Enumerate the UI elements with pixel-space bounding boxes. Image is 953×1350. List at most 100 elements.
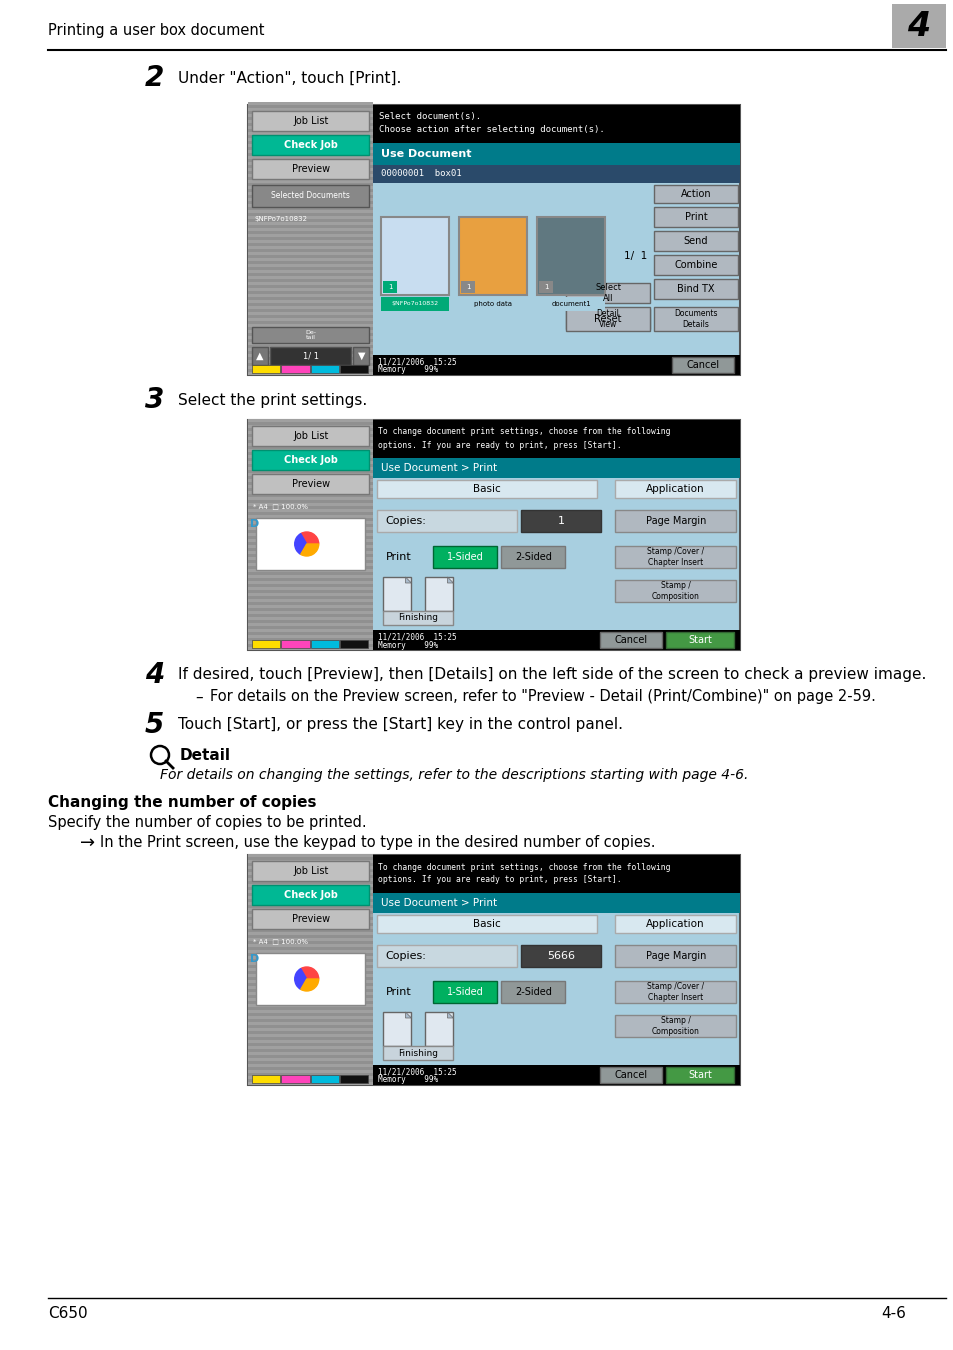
FancyBboxPatch shape (654, 207, 738, 227)
Bar (248, 892, 373, 896)
Bar (248, 300, 373, 302)
Text: For details on changing the settings, refer to the descriptions starting with pa: For details on changing the settings, re… (160, 768, 747, 782)
Bar (248, 1017, 373, 1019)
Bar (248, 629, 373, 632)
FancyBboxPatch shape (252, 347, 268, 364)
Bar (248, 113, 373, 117)
Bar (248, 911, 373, 914)
FancyBboxPatch shape (311, 640, 338, 648)
FancyBboxPatch shape (520, 945, 600, 967)
Text: Page Margin: Page Margin (645, 950, 705, 961)
Bar (248, 240, 373, 243)
FancyBboxPatch shape (565, 284, 649, 302)
Bar (248, 467, 373, 470)
Bar (248, 904, 373, 909)
Text: Use Document > Print: Use Document > Print (381, 463, 497, 472)
Bar (248, 971, 373, 973)
FancyBboxPatch shape (381, 297, 449, 310)
Bar (248, 147, 373, 150)
Text: Job List: Job List (293, 431, 328, 441)
Bar (248, 1012, 373, 1017)
Bar (248, 157, 373, 159)
Bar (248, 860, 373, 863)
Text: Action: Action (680, 189, 711, 198)
Text: $NFPo7o10832: $NFPo7o10832 (253, 216, 307, 221)
FancyBboxPatch shape (599, 1066, 661, 1083)
Bar (248, 620, 373, 622)
Bar (248, 485, 373, 487)
Bar (248, 509, 373, 512)
Bar (248, 472, 373, 477)
Bar (248, 1019, 373, 1022)
FancyBboxPatch shape (281, 640, 310, 648)
Bar (248, 560, 373, 563)
Text: Cancel: Cancel (614, 1071, 647, 1080)
Bar (248, 890, 373, 892)
FancyBboxPatch shape (270, 347, 351, 364)
FancyBboxPatch shape (373, 143, 740, 165)
FancyBboxPatch shape (665, 632, 733, 648)
Bar (248, 339, 373, 342)
Bar (248, 103, 373, 105)
Bar (248, 896, 373, 899)
FancyBboxPatch shape (373, 420, 740, 458)
Text: 1: 1 (388, 284, 393, 290)
Bar (248, 641, 373, 644)
Bar (248, 238, 373, 240)
Bar (248, 595, 373, 599)
Bar (248, 944, 373, 946)
FancyBboxPatch shape (565, 309, 649, 329)
Bar (248, 184, 373, 186)
Bar (248, 292, 373, 294)
Bar (248, 1034, 373, 1037)
Bar (248, 504, 373, 506)
Bar (248, 130, 373, 132)
Bar (248, 1081, 373, 1085)
Bar (248, 941, 373, 944)
Bar (248, 198, 373, 201)
Bar (248, 578, 373, 580)
Bar (248, 464, 373, 467)
Bar (248, 319, 373, 321)
Bar (248, 1044, 373, 1046)
Bar (248, 138, 373, 140)
Bar (248, 878, 373, 882)
Text: photo data: photo data (474, 301, 512, 306)
Bar (248, 884, 373, 887)
Bar (248, 1066, 373, 1071)
Text: Copies:: Copies: (385, 950, 426, 961)
Bar (248, 346, 373, 348)
Bar (248, 931, 373, 936)
Bar (248, 563, 373, 566)
Bar (248, 545, 373, 548)
Bar (248, 120, 373, 123)
Bar (248, 105, 373, 108)
Bar (248, 995, 373, 998)
Bar (248, 983, 373, 986)
Text: Detail
View: Detail View (596, 309, 618, 328)
FancyBboxPatch shape (252, 909, 369, 929)
FancyBboxPatch shape (425, 576, 453, 612)
Text: Bind TX: Bind TX (677, 284, 714, 294)
Bar (248, 869, 373, 872)
Bar (248, 171, 373, 174)
Bar (248, 363, 373, 366)
Bar (248, 167, 373, 171)
Text: options. If you are ready to print, press [Start].: options. If you are ready to print, pres… (378, 876, 621, 884)
Bar (248, 255, 373, 258)
Text: Basic: Basic (473, 485, 500, 494)
Bar (248, 647, 373, 649)
Text: C650: C650 (48, 1307, 88, 1322)
Text: document1: document1 (551, 301, 591, 306)
Bar (248, 514, 373, 518)
Bar (248, 632, 373, 634)
Text: 1-Sided: 1-Sided (447, 552, 483, 562)
Bar (248, 285, 373, 288)
Bar (248, 159, 373, 162)
Bar (248, 126, 373, 130)
Polygon shape (405, 576, 411, 583)
Bar (248, 875, 373, 878)
FancyBboxPatch shape (654, 185, 738, 202)
Bar (248, 288, 373, 292)
Bar (248, 902, 373, 905)
